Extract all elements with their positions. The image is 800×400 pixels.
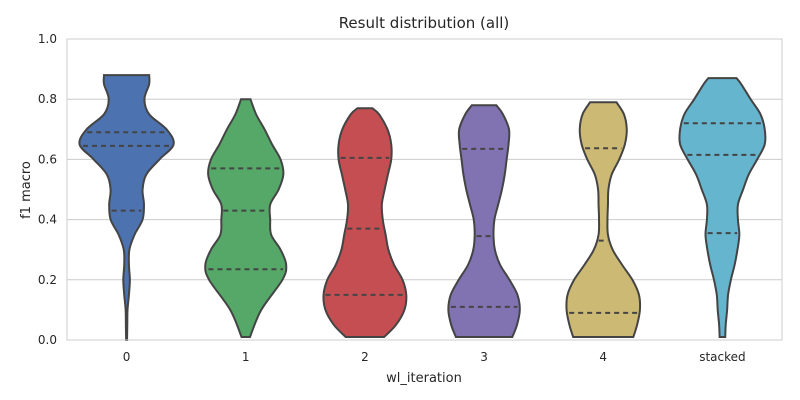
plot-frame (66, 38, 783, 341)
x-tick-label: 1 (242, 350, 250, 364)
violin-3 (447, 104, 521, 338)
x-tick-label: 2 (361, 350, 369, 364)
y-tick-label: 1.0 (38, 32, 57, 46)
chart-title: Result distribution (all) (339, 14, 510, 32)
y-tick-label: 0.0 (38, 333, 57, 347)
violin-4 (565, 101, 642, 338)
violin-0 (78, 74, 175, 341)
x-tick-label: 4 (599, 350, 607, 364)
x-tick-labels: 0 1 2 3 4 stacked (123, 350, 746, 364)
y-tick-labels: 0.0 0.2 0.4 0.6 0.8 1.0 (38, 32, 57, 347)
violin-stacked (678, 77, 767, 338)
x-tick-label: 0 (123, 350, 131, 364)
x-axis-label: wl_iteration (386, 371, 462, 386)
grid-lines (67, 98, 782, 281)
y-tick-label: 0.6 (38, 152, 57, 166)
violin-2 (322, 107, 408, 338)
y-tick-label: 0.8 (38, 92, 57, 106)
x-tick-label: 3 (480, 350, 488, 364)
y-tick-label: 0.4 (38, 213, 57, 227)
y-axis-label: f1 macro (19, 161, 34, 219)
violins (78, 74, 767, 341)
y-tick-label: 0.2 (38, 273, 57, 287)
violin-1 (204, 98, 288, 338)
x-tick-label: stacked (699, 350, 745, 364)
